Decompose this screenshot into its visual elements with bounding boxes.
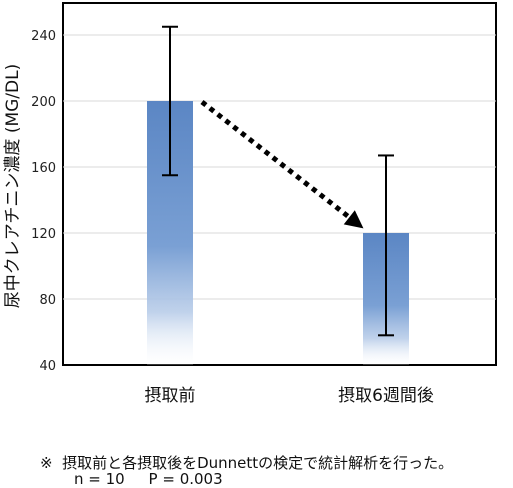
x-axis-categories: 摂取前 摂取6週間後 bbox=[145, 386, 434, 406]
y-axis-ticks: 40 80 120 160 200 240 bbox=[31, 29, 56, 374]
bar-chart: 40 80 120 160 200 240 摂取前 摂取6週間後 尿中クレアチニン濃度 (M… bbox=[3, 2, 497, 406]
category-label: 摂取前 bbox=[145, 386, 196, 406]
arrow-head bbox=[343, 210, 364, 229]
arrow-shaft bbox=[200, 100, 356, 223]
plot-frame bbox=[62, 2, 497, 366]
footnote-method: ※ 摂取前と各摂取後をDunnettの検定で統計解析を行った。 bbox=[40, 454, 454, 472]
dotted-arrow bbox=[200, 100, 364, 229]
category-label: 摂取6週間後 bbox=[338, 386, 434, 406]
footnote-stats: n = 10 P = 0.003 bbox=[74, 470, 223, 488]
gridlines bbox=[63, 34, 496, 300]
y-tick-label: 200 bbox=[31, 95, 56, 110]
y-axis-label: 尿中クレアチニン濃度 (MG/DL) bbox=[3, 64, 23, 308]
error-bars bbox=[162, 25, 394, 337]
y-tick-label: 80 bbox=[39, 293, 56, 308]
y-tick-label: 160 bbox=[31, 161, 56, 176]
y-tick-label: 40 bbox=[39, 359, 56, 374]
y-tick-label: 240 bbox=[31, 29, 56, 44]
y-tick-label: 120 bbox=[31, 227, 56, 242]
